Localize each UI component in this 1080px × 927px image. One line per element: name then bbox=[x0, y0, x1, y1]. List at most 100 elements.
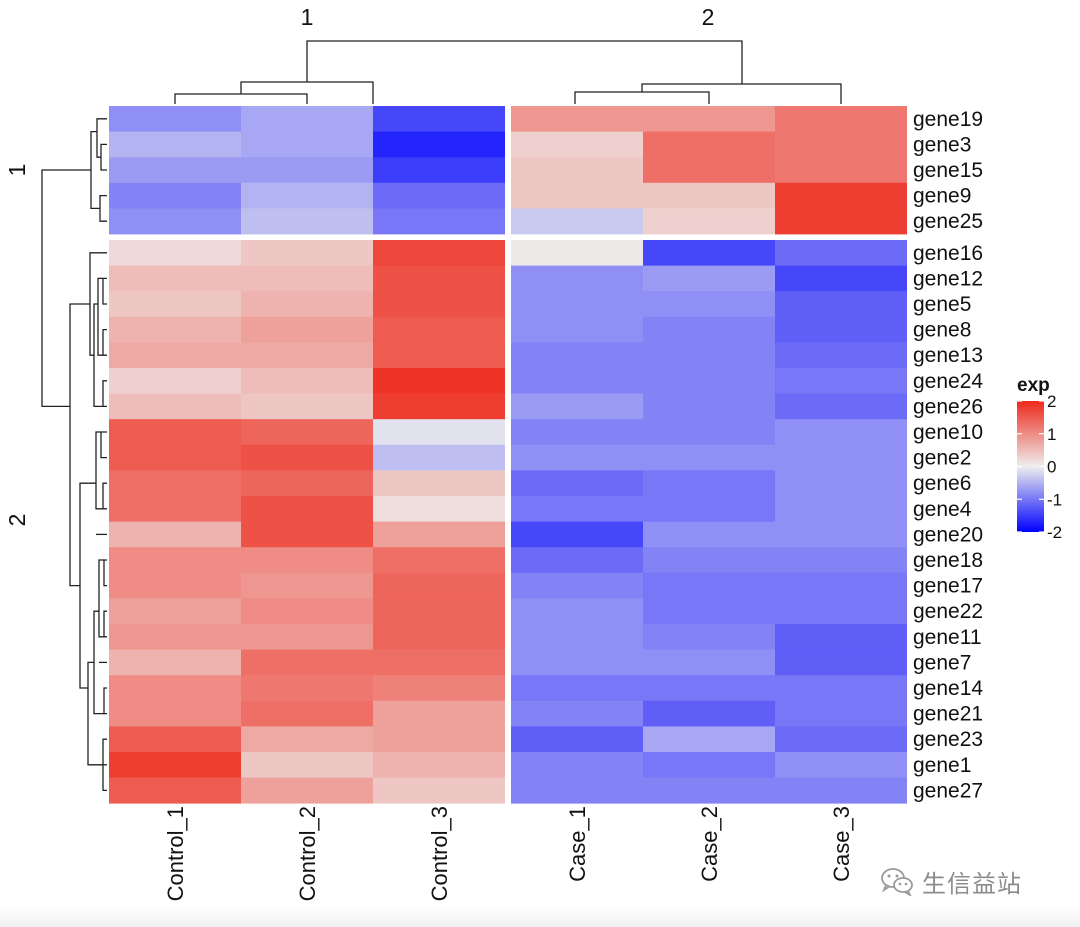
heatmap-cell bbox=[241, 444, 373, 471]
heatmap-cell bbox=[643, 291, 775, 318]
dendrogram-branch bbox=[90, 130, 100, 210]
row-group-label: 2 bbox=[4, 514, 30, 527]
heatmap-cell bbox=[775, 777, 907, 804]
legend-tick-label: 1 bbox=[1047, 425, 1056, 444]
heatmap-cell bbox=[775, 106, 907, 132]
heatmap-cell bbox=[373, 444, 505, 471]
heatmap-cell bbox=[241, 752, 373, 778]
heatmap-cell bbox=[109, 752, 241, 778]
heatmap-cell bbox=[511, 240, 643, 266]
heatmap-cell bbox=[775, 316, 907, 343]
row-group-label: 1 bbox=[4, 164, 30, 177]
heatmap-cell bbox=[643, 726, 775, 753]
heatmap-cell bbox=[241, 342, 373, 369]
heatmap-cell bbox=[373, 752, 505, 778]
heatmap-cell bbox=[643, 649, 775, 676]
heatmap-cell bbox=[373, 265, 505, 292]
dendrogram-branch bbox=[99, 194, 107, 222]
heatmap-cell bbox=[109, 521, 241, 548]
row-label: gene7 bbox=[913, 651, 971, 674]
row-label: gene22 bbox=[913, 600, 983, 623]
heatmap-cell bbox=[775, 470, 907, 497]
heatmap-cell bbox=[109, 368, 241, 394]
heatmap-cell bbox=[511, 182, 643, 209]
heatmap-cell bbox=[109, 131, 241, 158]
row-label: gene10 bbox=[913, 421, 983, 444]
heatmap-cell bbox=[373, 316, 505, 343]
heatmap-cell bbox=[109, 157, 241, 184]
legend-tick-label: -2 bbox=[1047, 523, 1062, 542]
heatmap-cell bbox=[643, 700, 775, 727]
dendrogram-branch bbox=[174, 93, 308, 104]
heatmap-cell bbox=[775, 368, 907, 394]
heatmap-cell bbox=[373, 393, 505, 420]
dendrogram-branch bbox=[96, 118, 107, 158]
heatmap-cell bbox=[643, 470, 775, 497]
heatmap-cell bbox=[643, 444, 775, 471]
heatmap-cell bbox=[775, 521, 907, 548]
heatmap-cell bbox=[775, 182, 907, 209]
row-label: gene8 bbox=[913, 319, 971, 342]
heatmap-cell bbox=[511, 316, 643, 343]
row-label: gene3 bbox=[913, 133, 971, 156]
heatmap-cell bbox=[373, 157, 505, 184]
wechat-icon bbox=[881, 868, 913, 896]
row-label: gene2 bbox=[913, 447, 971, 470]
heatmap-cell bbox=[775, 419, 907, 446]
heatmap-cell bbox=[643, 675, 775, 702]
heatmap-cell bbox=[241, 182, 373, 209]
heatmap-cell bbox=[109, 624, 241, 650]
dendrogram-branch bbox=[103, 610, 107, 638]
row-label: gene16 bbox=[913, 242, 983, 265]
heatmap-cell bbox=[643, 157, 775, 184]
heatmap-cell bbox=[109, 393, 241, 420]
heatmap-cell bbox=[373, 777, 505, 804]
heatmap-cell bbox=[511, 208, 643, 235]
heatmap-cell bbox=[241, 777, 373, 804]
heatmap-cell bbox=[373, 240, 505, 266]
heatmap-cell bbox=[109, 649, 241, 676]
heatmap-cell bbox=[775, 624, 907, 650]
heatmap-cell bbox=[373, 496, 505, 522]
heatmap-cell bbox=[643, 240, 775, 266]
heatmap-cell bbox=[775, 572, 907, 599]
dendrogram-branch bbox=[41, 169, 91, 408]
heatmap-cell bbox=[241, 131, 373, 158]
heatmap-cell bbox=[109, 316, 241, 343]
heatmap-cell bbox=[511, 419, 643, 446]
heatmap-cell bbox=[241, 157, 373, 184]
heatmap-cell bbox=[511, 521, 643, 548]
watermark: 生信益站 bbox=[880, 864, 1022, 898]
heatmap-cell bbox=[775, 265, 907, 292]
dendrogram-branch bbox=[69, 303, 90, 587]
row-label: gene19 bbox=[913, 108, 983, 131]
heatmap-cell bbox=[643, 496, 775, 522]
heatmap-cell bbox=[241, 700, 373, 727]
heatmap-cell bbox=[241, 106, 373, 132]
watermark-text: 生信益站 bbox=[922, 869, 1022, 898]
heatmap-cell bbox=[775, 393, 907, 420]
heatmap-cell bbox=[775, 547, 907, 574]
row-label: gene18 bbox=[913, 549, 983, 572]
row-label: gene27 bbox=[913, 779, 983, 802]
dendrogram-branch bbox=[102, 380, 107, 408]
heatmap-cell bbox=[109, 700, 241, 727]
row-label: gene14 bbox=[913, 677, 983, 700]
heatmap-cell bbox=[643, 572, 775, 599]
heatmap-cell bbox=[511, 572, 643, 599]
heatmap-cell bbox=[109, 342, 241, 369]
row-label: gene15 bbox=[913, 159, 983, 182]
dendrogram-branch bbox=[102, 328, 107, 356]
heatmap-cell bbox=[373, 208, 505, 235]
heatmap-cell bbox=[511, 444, 643, 471]
column-dendrogram bbox=[174, 40, 842, 104]
row-label: gene17 bbox=[913, 575, 983, 598]
heatmap-cell bbox=[109, 777, 241, 804]
dendrogram-branch bbox=[102, 277, 107, 305]
heatmap-cell bbox=[373, 675, 505, 702]
heatmap-cell bbox=[643, 547, 775, 574]
heatmap-cell bbox=[511, 675, 643, 702]
legend-tick-label: -1 bbox=[1047, 490, 1062, 509]
column-group-label: 2 bbox=[702, 4, 715, 30]
